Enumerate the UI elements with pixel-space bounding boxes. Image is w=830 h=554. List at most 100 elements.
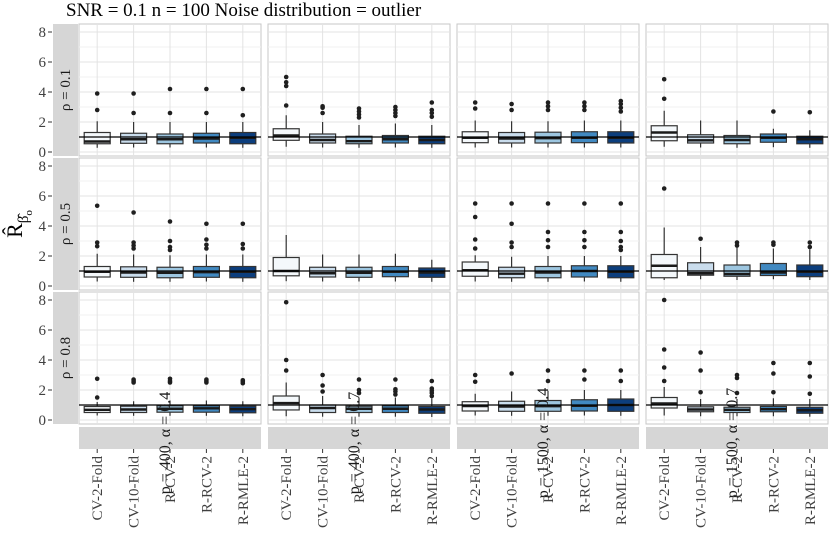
outlier-point: [509, 244, 514, 250]
row-facet-label: ρ = 0.1: [58, 69, 74, 111]
x-tick-label: R-RCV-2: [577, 456, 593, 513]
outlier-point: [618, 109, 624, 114]
outlier-point: [545, 229, 551, 235]
outlier-point: [472, 372, 478, 378]
col-facet-strip: [646, 427, 828, 449]
outlier-point: [472, 237, 478, 242]
x-tick-label: R-RMLE-2: [425, 456, 441, 525]
outlier-point: [429, 107, 435, 113]
outlier-point: [509, 101, 514, 107]
outlier-point: [240, 86, 246, 92]
outlier-point: [429, 378, 435, 384]
outlier-point: [131, 210, 136, 215]
y-tick-label: 4: [39, 353, 47, 369]
outlier-point: [661, 378, 667, 384]
outlier-point: [734, 240, 740, 245]
y-tick-label: 6: [39, 55, 47, 71]
outlier-point: [771, 371, 776, 376]
y-tick-label: 6: [39, 323, 47, 339]
outlier-point: [582, 201, 587, 206]
y-tick-label: 6: [39, 189, 47, 205]
outlier-point: [472, 100, 478, 105]
outlier-point: [320, 103, 325, 109]
x-tick-label: R-CV-2: [352, 456, 368, 503]
col-facet-label: p = 1500, α = 0.7: [724, 388, 741, 498]
y-tick-label: 8: [39, 25, 47, 41]
box-CV-2-Fold[interactable]: [272, 256, 300, 277]
box-CV-2-Fold[interactable]: [83, 131, 111, 145]
outlier-point: [618, 229, 624, 235]
outlier-point: [582, 107, 587, 113]
col-facet-strip: [457, 427, 639, 449]
outlier-point: [204, 237, 209, 242]
outlier-point: [472, 201, 478, 206]
outlier-point: [320, 389, 325, 394]
outlier-point: [807, 391, 813, 397]
outlier-point: [94, 91, 100, 96]
outlier-point: [429, 114, 435, 120]
outlier-point: [204, 110, 209, 116]
x-tick-label: CV-2-Fold: [657, 456, 673, 521]
y-axis-title: R̂β̂o: [2, 210, 35, 238]
outlier-point: [94, 395, 100, 400]
outlier-point: [283, 83, 289, 89]
x-tick-label: R-RCV-2: [388, 456, 404, 513]
outlier-point: [734, 372, 740, 378]
outlier-point: [167, 376, 173, 382]
plot-title: SNR = 0.1 n = 100 Noise distribution = o…: [66, 0, 422, 21]
box-CV-10-Fold[interactable]: [686, 134, 715, 144]
outlier-point: [283, 299, 289, 305]
outlier-point: [545, 378, 551, 384]
outlier-point: [393, 386, 398, 392]
outlier-point: [472, 214, 478, 220]
outlier-point: [545, 368, 551, 373]
outlier-point: [509, 221, 514, 227]
x-tick-label: R-CV-2: [730, 456, 746, 503]
y-tick-label: 0: [39, 413, 47, 429]
y-tick-label: 2: [39, 383, 47, 399]
outlier-point: [283, 74, 289, 80]
outlier-point: [618, 244, 624, 250]
outlier-point: [618, 378, 624, 384]
outlier-point: [320, 372, 325, 378]
outlier-point: [618, 201, 624, 206]
outlier-point: [582, 377, 587, 382]
outlier-point: [582, 244, 587, 250]
outlier-point: [393, 104, 398, 110]
outlier-point: [807, 374, 813, 379]
outlier-point: [582, 100, 587, 105]
outlier-point: [698, 389, 703, 395]
outlier-point: [771, 389, 776, 395]
outlier-point: [698, 368, 703, 373]
row-facet-label: ρ = 0.8: [58, 337, 74, 379]
outlier-point: [283, 357, 289, 363]
outlier-point: [240, 246, 246, 251]
y-tick-label: 2: [39, 249, 47, 265]
outlier-point: [807, 240, 813, 245]
col-facet-strip: [268, 427, 450, 449]
outlier-point: [131, 91, 136, 96]
outlier-point: [240, 112, 246, 118]
outlier-point: [661, 96, 667, 102]
box-R-RCV-2[interactable]: [759, 262, 788, 277]
outlier-point: [661, 186, 667, 191]
x-tick-label: R-RMLE-2: [803, 456, 819, 525]
x-tick-label: R-RCV-2: [766, 456, 782, 513]
x-tick-label: CV-10-Fold: [505, 456, 521, 528]
outlier-point: [204, 377, 209, 382]
outlier-point: [618, 368, 624, 373]
x-tick-label: R-RMLE-2: [614, 456, 630, 525]
outlier-point: [429, 386, 435, 391]
outlier-point: [661, 297, 667, 303]
y-tick-label: 2: [39, 115, 47, 131]
col-facet-label: p = 400, α = 0.4: [157, 392, 174, 494]
outlier-point: [204, 221, 209, 227]
outlier-point: [131, 240, 136, 245]
outlier-point: [545, 103, 551, 109]
box-CV-10-Fold[interactable]: [309, 133, 337, 144]
x-tick-label: CV-10-Fold: [694, 456, 710, 528]
outlier-point: [472, 106, 478, 111]
outlier-point: [661, 365, 667, 370]
outlier-point: [204, 242, 209, 248]
